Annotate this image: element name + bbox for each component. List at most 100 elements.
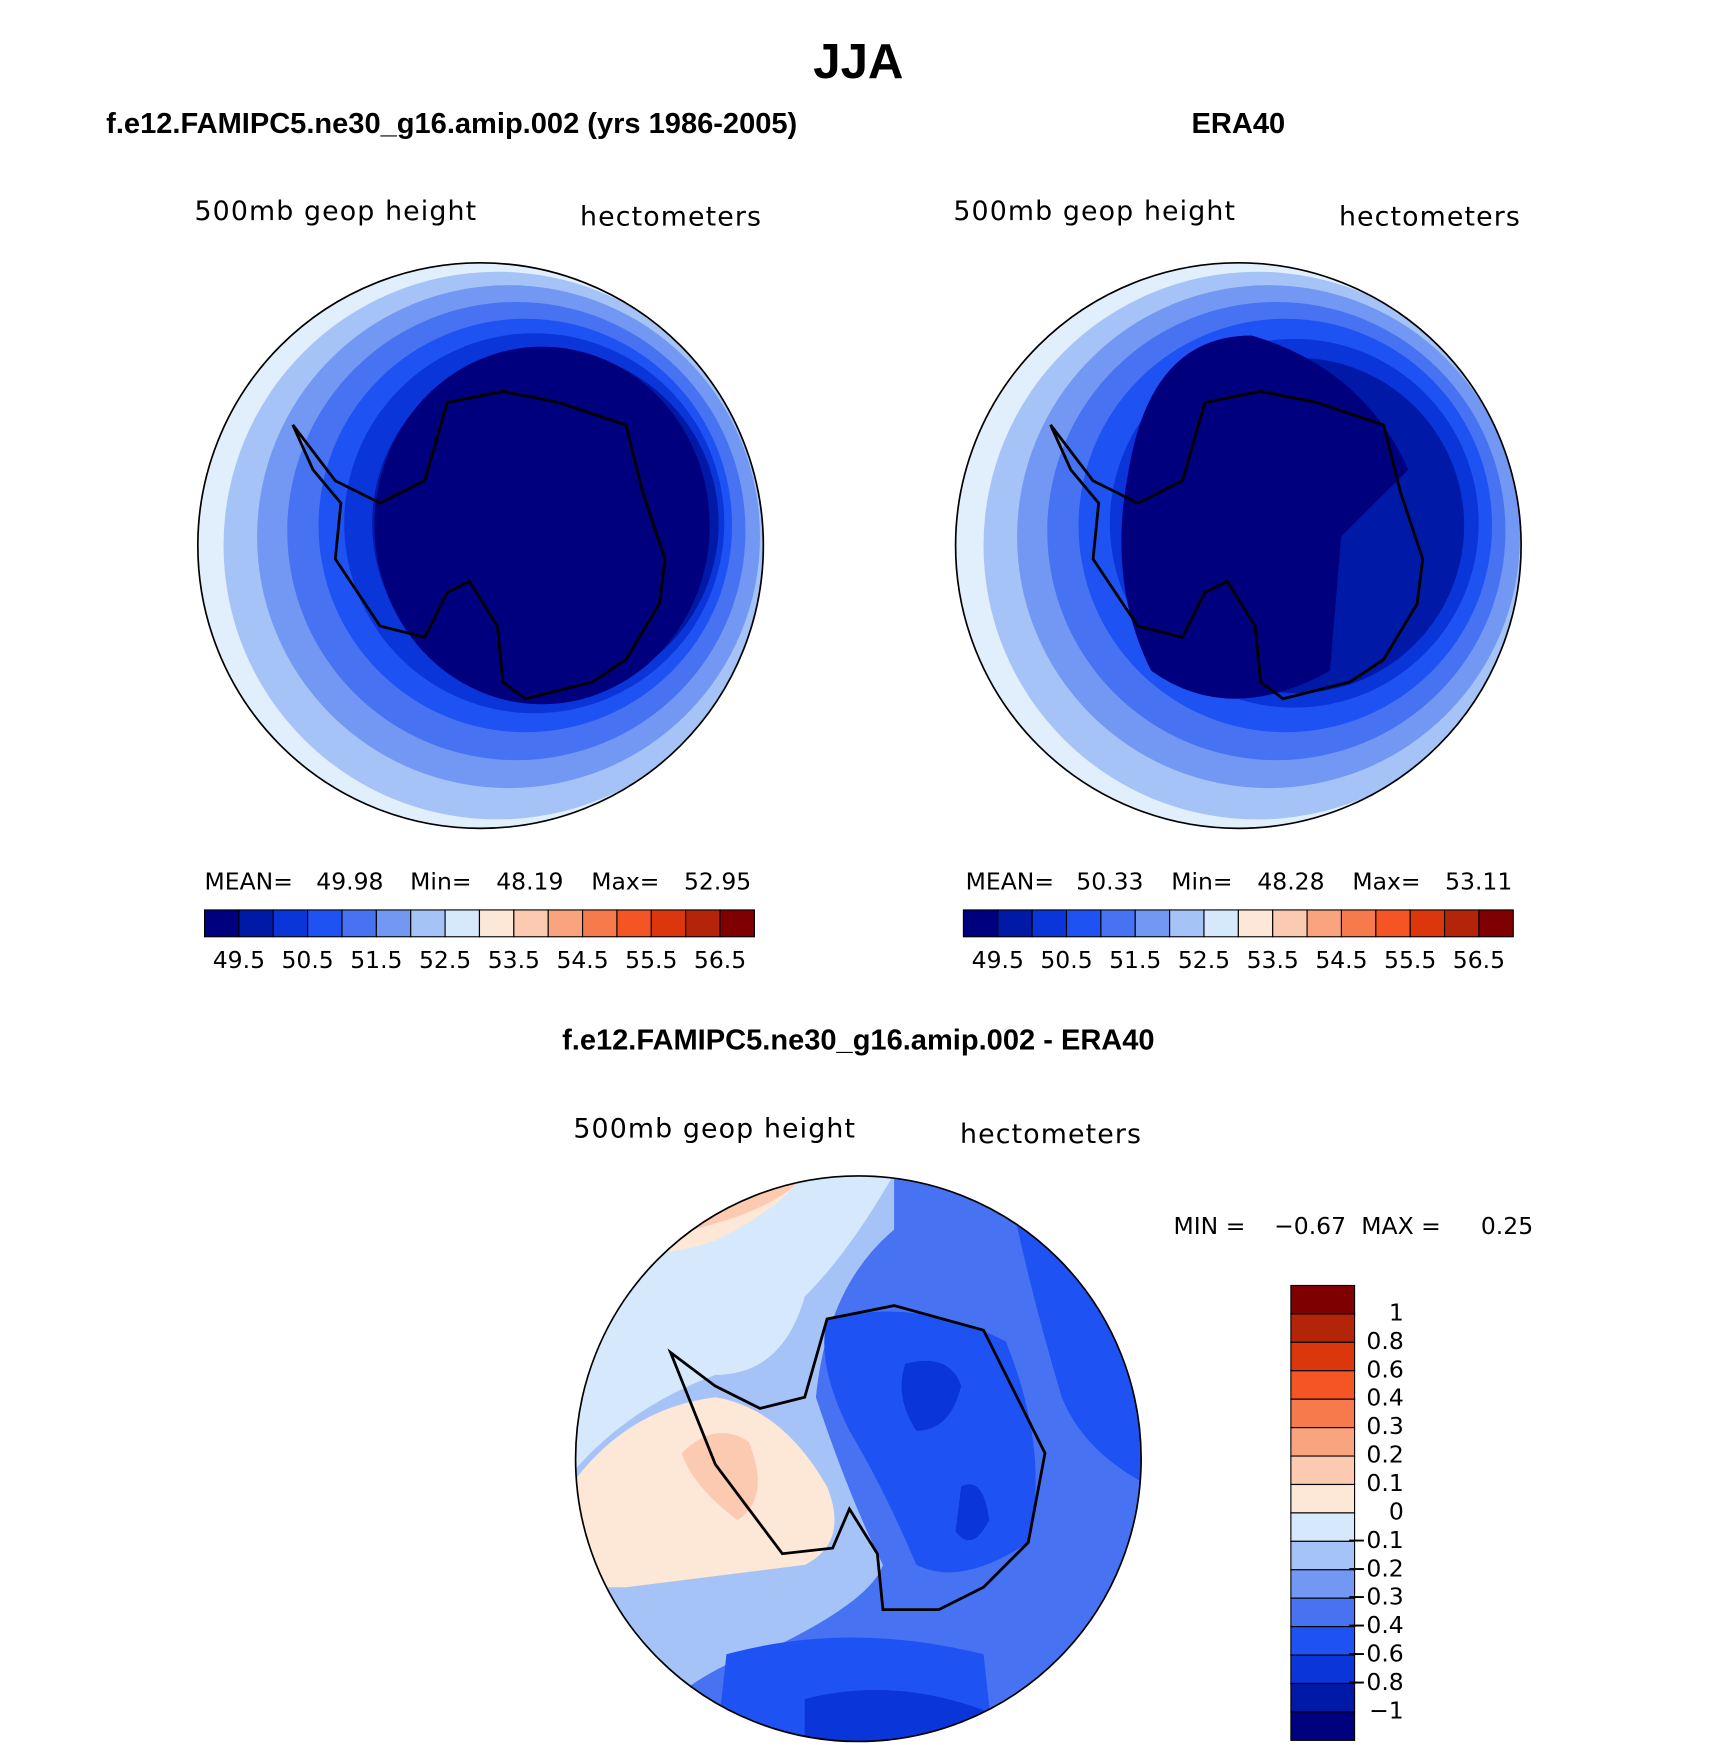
colorbar-label: 1 [1389,1298,1404,1326]
colorbar-label: 50.5 [281,946,333,974]
colorbar-label: 0.1 [1366,1469,1403,1497]
stat-text: Max= [591,868,659,896]
colorbar-box [1169,909,1205,938]
colorbar-box [1031,909,1068,938]
stat-text: Max= [1352,868,1420,896]
colorbar-label: 54.5 [556,946,608,974]
stat-text: 52.95 [684,868,751,896]
colorbar-label: −0.2 [1347,1554,1404,1582]
colorbar-box [1290,1370,1356,1400]
colorbar-box [719,909,755,938]
colorbar-box [1290,1313,1356,1343]
colorbar-label: 55.5 [1384,946,1436,974]
colorbar-box [650,909,687,938]
colorbar-box [582,909,618,938]
colorbar-box [997,909,1033,938]
colorbar-box [1290,1512,1356,1542]
colorbar-box [1409,909,1446,938]
colorbar-box [272,909,309,938]
colorbar-label: 49.5 [213,946,265,974]
colorbar-box [1100,909,1136,938]
panel-title: f.e12.FAMIPC5.ne30_g16.amip.002 (yrs 198… [106,108,797,140]
colorbar-box [1290,1682,1356,1713]
colorbar-box [478,909,515,938]
colorbar-box [1290,1427,1356,1457]
colorbar-box [341,909,377,938]
colorbar-label: 0.4 [1366,1384,1403,1412]
colorbar-box [1290,1284,1356,1315]
right-string: hectometers [580,202,762,233]
colorbar-box [1272,909,1308,938]
stat-text: MIN = [1174,1212,1246,1240]
colorbar-label: 51.5 [350,946,402,974]
map-fill [197,262,764,829]
colorbar-label: −0.1 [1347,1526,1404,1554]
colorbar-box [1290,1711,1356,1741]
colorbar-box [1290,1540,1356,1571]
colorbar-label: −0.4 [1347,1611,1404,1639]
stat-text: MAX = [1361,1212,1441,1240]
right-string: hectometers [1339,202,1521,233]
right-string: hectometers [960,1119,1142,1150]
colorbar-box [1290,1398,1356,1429]
colorbar-box [547,909,584,938]
colorbar-box [513,909,549,938]
colorbar-label: −1 [1369,1696,1404,1724]
colorbar-box [1375,909,1411,938]
colorbar-label: 54.5 [1315,946,1367,974]
colorbar-box [1290,1341,1356,1372]
stat-text: 50.33 [1076,868,1143,896]
left-string: 500mb geop height [573,1114,856,1145]
colorbar-box [1290,1455,1356,1486]
figure-title: JJA [813,34,903,89]
map-border [574,1175,1142,1743]
map-border [954,261,1522,830]
colorbar-box [1290,1483,1356,1514]
stat-text: 49.98 [316,868,383,896]
stat-text: 48.19 [496,868,563,896]
stat-text: Min= [1171,868,1232,896]
colorbar-box [1290,1654,1356,1685]
colorbar-label: 51.5 [1109,946,1161,974]
colorbar-box [1290,1569,1356,1599]
stat-text: Min= [410,868,471,896]
map-border [196,261,765,830]
colorbar-box [238,909,274,938]
colorbar-box [616,909,652,938]
colorbar-box [444,909,481,938]
colorbar-label: 49.5 [972,946,1024,974]
colorbar-box [962,909,999,938]
stat-text: MEAN= [205,868,293,896]
colorbar-box [203,909,240,938]
colorbar-box [1478,909,1514,938]
colorbar-box [685,909,721,938]
coastline [667,1304,1047,1611]
colorbar-label: 0.3 [1366,1412,1403,1440]
colorbar-label: 52.5 [419,946,471,974]
colorbar-box [1203,909,1239,938]
colorbar-box [1237,909,1274,938]
colorbar-label: 52.5 [1178,946,1230,974]
left-string: 500mb geop height [953,196,1236,227]
stat-text: 48.28 [1257,868,1324,896]
colorbar-box [1306,909,1343,938]
colorbar-label: 0 [1389,1497,1404,1525]
colorbar-label: 0.2 [1366,1441,1403,1469]
panel-title: ERA40 [1192,108,1286,140]
colorbar-box [1444,909,1480,938]
colorbar-label: 53.5 [1247,946,1299,974]
colorbar-label: 56.5 [694,946,746,974]
colorbar-label: −0.3 [1347,1583,1404,1611]
stat-text: 0.25 [1481,1212,1533,1240]
colorbar-label: 0.8 [1366,1327,1403,1355]
colorbar-label: 0.6 [1366,1355,1403,1383]
colorbar-label: −0.8 [1347,1668,1404,1696]
colorbar-label: 56.5 [1453,946,1505,974]
colorbar-box [1134,909,1171,938]
colorbar-label: −0.6 [1347,1640,1404,1668]
colorbar-box [1340,909,1377,938]
colorbar-box [1290,1597,1356,1628]
colorbar-box [410,909,446,938]
colorbar-box [1290,1626,1356,1656]
